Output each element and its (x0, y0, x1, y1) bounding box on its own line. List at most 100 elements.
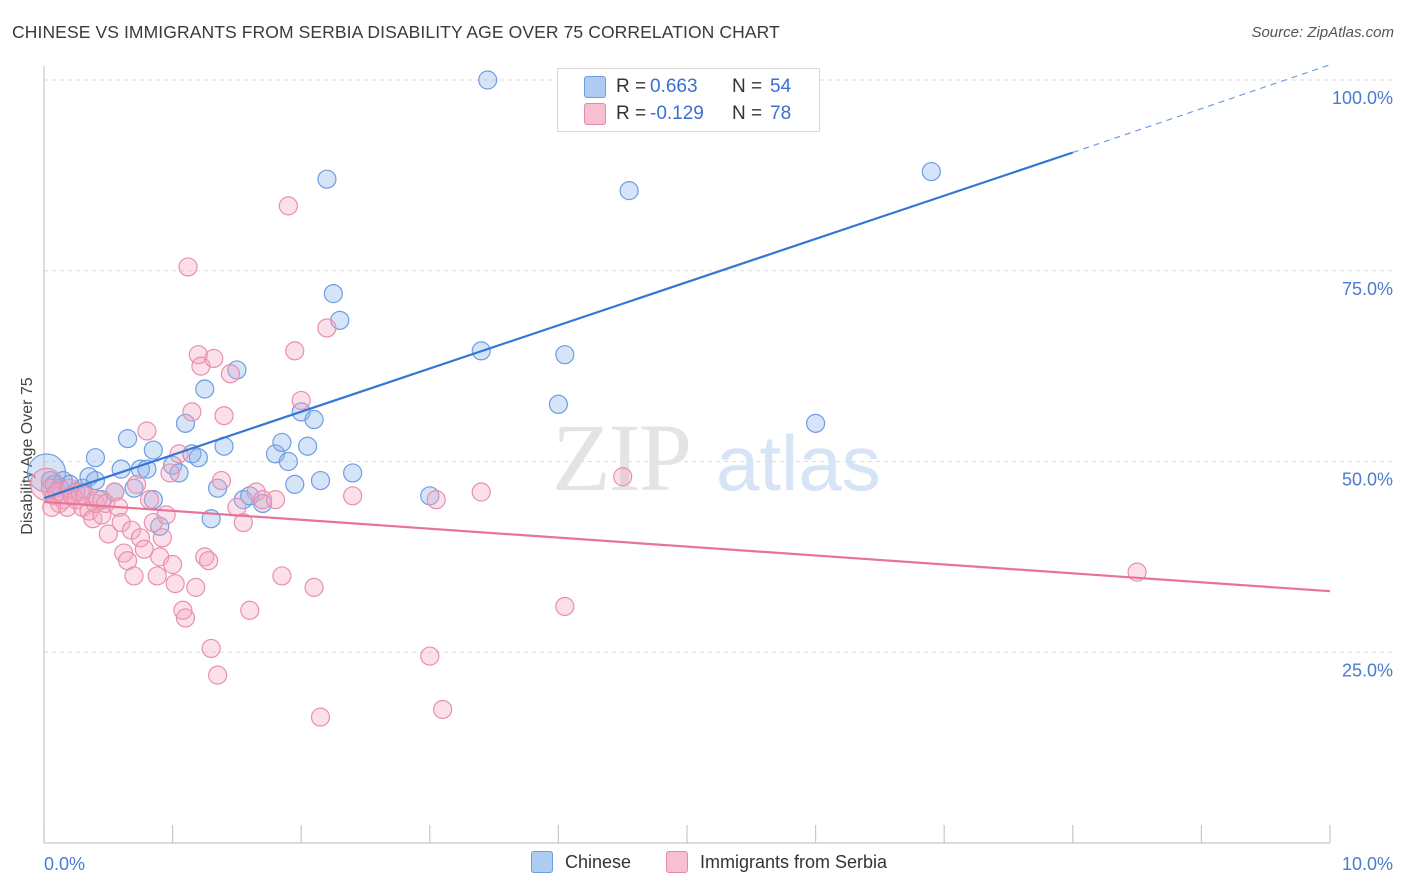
point-serbia (175, 608, 196, 628)
legend-label-chinese: Chinese (565, 851, 632, 872)
legend-item-chinese[interactable]: Chinese (531, 851, 631, 873)
point-serbia (139, 490, 160, 510)
point-serbia (130, 528, 151, 548)
point-serbia (147, 566, 167, 586)
point-serbia (272, 566, 292, 586)
grid-layer (44, 79, 1392, 653)
legend-swatch-chinese (584, 76, 606, 98)
series-legend: Chinese Immigrants from Serbia (0, 851, 1406, 877)
point-serbia (160, 463, 180, 483)
x-tick-label: 0.0% (44, 854, 85, 874)
y-tick-label: 75.0% (1342, 279, 1393, 299)
point-chinese (478, 70, 498, 90)
point-chinese (317, 169, 337, 189)
point-chinese (85, 448, 106, 468)
point-serbia (420, 646, 440, 666)
point-chinese (195, 379, 215, 399)
point-chinese (278, 451, 298, 472)
legend-n-value: 78 (770, 103, 792, 124)
point-chinese (323, 284, 343, 304)
y-tick-label: 100.0% (1332, 88, 1393, 108)
legend-n-label: N = (732, 103, 763, 124)
point-serbia (199, 551, 219, 571)
point-chinese (117, 429, 138, 449)
point-chinese (285, 474, 305, 494)
point-serbia (246, 482, 266, 502)
legend-r-label: R = (616, 76, 647, 97)
point-serbia (137, 421, 157, 441)
trendline-chinese-extension (1072, 64, 1331, 154)
point-serbia (163, 554, 183, 575)
tick-label-layer: 25.0% 50.0% 75.0% 100.0% 0.0% 10.0% (44, 88, 1393, 874)
point-chinese (304, 409, 324, 430)
trendline-serbia (43, 500, 1331, 593)
watermark-atlas: atlas (716, 419, 881, 507)
point-serbia (285, 341, 305, 361)
point-serbia (233, 512, 253, 533)
source-credit: Source: ZipAtlas.com (1251, 24, 1394, 41)
legend-swatch-chinese (531, 851, 553, 873)
point-serbia (165, 573, 185, 594)
point-serbia (47, 482, 67, 502)
point-serbia (613, 467, 633, 487)
points-layer (26, 70, 1147, 727)
legend-label-serbia: Immigrants from Serbia (700, 851, 888, 872)
point-chinese (548, 394, 569, 414)
point-chinese (310, 470, 331, 491)
legend-swatch-serbia (666, 851, 688, 873)
watermark: ZIP atlas (552, 404, 881, 511)
legend-r-label: R = (616, 103, 647, 124)
point-serbia (471, 482, 491, 502)
point-serbia (124, 566, 144, 586)
legend-r-value: 0.663 (650, 76, 698, 97)
point-serbia (111, 512, 131, 533)
point-chinese (555, 345, 575, 365)
point-chinese (272, 432, 292, 453)
point-chinese (143, 440, 163, 460)
point-serbia (265, 490, 286, 510)
point-chinese (619, 181, 639, 201)
point-serbia (60, 478, 80, 498)
point-serbia (182, 402, 202, 422)
legend-item-serbia[interactable]: Immigrants from Serbia (666, 851, 887, 873)
legend-n-label: N = (732, 76, 763, 97)
y-tick-label: 50.0% (1342, 470, 1393, 490)
point-chinese (298, 436, 318, 456)
point-serbia (186, 577, 206, 597)
point-serbia (126, 474, 147, 494)
point-serbia (310, 707, 331, 727)
point-serbia (204, 348, 224, 369)
point-serbia (211, 470, 232, 491)
point-serbia (304, 577, 324, 597)
watermark-zip: ZIP (552, 404, 690, 511)
legend-swatch-serbia (584, 103, 606, 125)
point-serbia (188, 345, 208, 365)
point-serbia (220, 364, 241, 384)
point-serbia (98, 524, 118, 544)
point-serbia (555, 596, 575, 617)
point-chinese (188, 448, 208, 468)
trend-layer (43, 64, 1331, 593)
point-serbia (426, 490, 446, 510)
point-chinese (163, 455, 183, 475)
point-serbia (240, 600, 260, 620)
point-serbia (156, 505, 176, 525)
point-chinese (175, 413, 196, 433)
point-serbia (173, 600, 193, 620)
point-serbia (291, 390, 311, 411)
point-serbia (195, 547, 215, 567)
legend-n-value: 54 (770, 76, 792, 97)
point-chinese (805, 413, 826, 433)
point-serbia (208, 665, 228, 685)
point-serbia (278, 196, 298, 216)
point-serbia (214, 406, 234, 426)
x-tick-label: 10.0% (1342, 854, 1393, 874)
point-serbia (201, 638, 221, 659)
point-serbia (433, 699, 453, 720)
point-serbia (134, 539, 154, 559)
point-serbia (317, 318, 337, 338)
stats-legend: R = 0.663 N = 54 R = -0.129 N = 78 (557, 68, 820, 132)
trendline-chinese (43, 151, 1074, 500)
point-serbia (105, 482, 125, 502)
